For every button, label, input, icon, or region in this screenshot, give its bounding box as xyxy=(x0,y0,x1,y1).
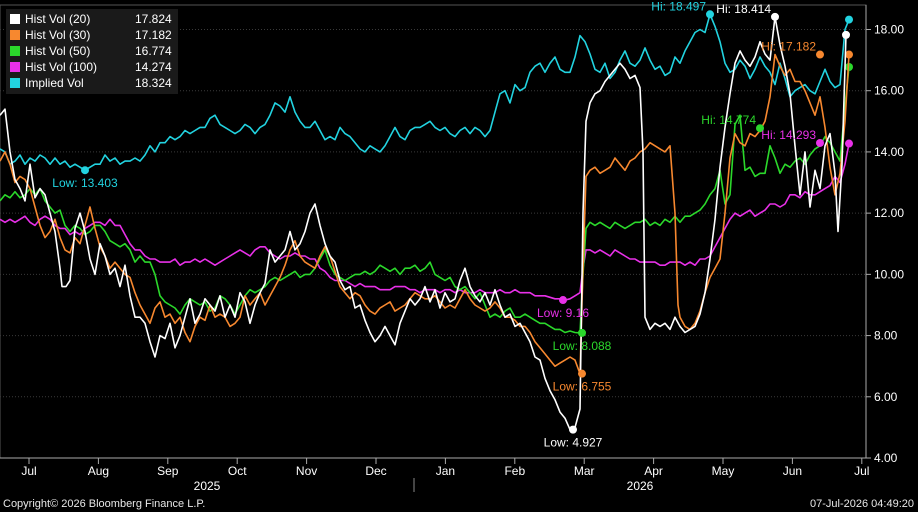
annotation-marker xyxy=(706,10,714,19)
series-end-marker xyxy=(845,15,853,24)
series-line xyxy=(0,13,850,171)
annotation-label: Hi: 18.497 xyxy=(651,0,706,13)
annotation-label: Low: 4.927 xyxy=(544,436,603,450)
x-tick-label: Sep xyxy=(157,464,179,478)
x-tick-label: Nov xyxy=(296,464,317,478)
y-tick-label: 12.00 xyxy=(874,206,904,220)
y-tick-label: 16.00 xyxy=(874,84,904,98)
legend-swatch xyxy=(10,62,20,72)
annotation-label: Low: 8.088 xyxy=(553,339,612,353)
annotation-marker xyxy=(578,328,586,337)
annotation-label: Low: 6.755 xyxy=(553,380,612,394)
series-end-marker xyxy=(845,139,853,148)
legend-item: Hist Vol (50) 16.774 xyxy=(10,43,172,59)
series-line xyxy=(0,66,850,334)
annotation-label: Hi: 17.182 xyxy=(761,40,816,54)
legend-value: 16.774 xyxy=(135,44,172,58)
legend-item: Hist Vol (30) 17.182 xyxy=(10,27,172,43)
legend-swatch xyxy=(10,30,20,40)
annotation-marker xyxy=(569,425,577,434)
y-tick-label: 10.00 xyxy=(874,267,904,281)
legend-value: 14.274 xyxy=(135,60,172,74)
x-tick-label: Jul xyxy=(854,464,869,478)
series-end-marker xyxy=(845,50,853,59)
legend-label: Implied Vol xyxy=(25,76,84,90)
legend-swatch xyxy=(10,14,20,24)
copyright-text: Copyright© 2026 Bloomberg Finance L.P. xyxy=(3,498,206,510)
annotation-marker xyxy=(816,138,824,147)
annotation-label: Hi: 18.414 xyxy=(716,2,771,16)
y-tick-label: 18.00 xyxy=(874,22,904,36)
legend-value: 18.324 xyxy=(135,76,172,90)
annotation-marker xyxy=(756,124,764,133)
legend-value: 17.182 xyxy=(135,28,172,42)
legend-swatch xyxy=(10,46,20,56)
legend-label: Hist Vol (30) xyxy=(25,28,91,42)
chart-legend: Hist Vol (20) 17.824 Hist Vol (30) 17.18… xyxy=(6,9,178,94)
legend-label: Hist Vol (20) xyxy=(25,12,91,26)
annotation-label: Hi: 14.774 xyxy=(701,113,756,127)
y-tick-label: 6.00 xyxy=(874,390,898,404)
series-line xyxy=(0,143,850,301)
series-end-marker xyxy=(842,30,850,39)
legend-value: 17.824 xyxy=(135,12,172,26)
annotation-marker xyxy=(559,296,567,305)
x-tick-label: Dec xyxy=(365,464,386,478)
year-label: 2026 xyxy=(627,479,654,493)
y-tick-label: 4.00 xyxy=(874,451,898,465)
annotation-label: Low: 9.16 xyxy=(537,306,589,320)
y-tick-label: 8.00 xyxy=(874,329,898,343)
legend-item: Hist Vol (20) 17.824 xyxy=(10,11,172,27)
legend-swatch xyxy=(10,78,20,88)
x-tick-label: Oct xyxy=(228,464,247,478)
series-line xyxy=(0,53,850,375)
x-tick-label: Mar xyxy=(574,464,595,478)
year-label: 2025 xyxy=(194,479,221,493)
x-tick-label: Jun xyxy=(783,464,802,478)
annotation-marker xyxy=(578,369,586,378)
annotation-label: Low: 13.403 xyxy=(52,176,118,190)
x-tick-label: Aug xyxy=(88,464,109,478)
annotation-label: Hi: 14.293 xyxy=(761,128,816,142)
annotation-marker xyxy=(771,12,779,21)
x-tick-label: May xyxy=(712,464,735,478)
annotation-marker xyxy=(81,166,89,175)
x-tick-label: Feb xyxy=(504,464,525,478)
annotation-marker xyxy=(816,50,824,59)
legend-item: Implied Vol 18.324 xyxy=(10,75,172,91)
legend-item: Hist Vol (100) 14.274 xyxy=(10,59,172,75)
x-tick-label: Apr xyxy=(644,464,663,478)
legend-label: Hist Vol (100) xyxy=(25,60,98,74)
x-tick-label: Jan xyxy=(436,464,455,478)
x-tick-label: Jul xyxy=(21,464,36,478)
legend-label: Hist Vol (50) xyxy=(25,44,91,58)
timestamp-text: 07-Jul-2026 04:49:20 xyxy=(810,498,914,510)
series-line xyxy=(0,16,847,431)
y-tick-label: 14.00 xyxy=(874,145,904,159)
